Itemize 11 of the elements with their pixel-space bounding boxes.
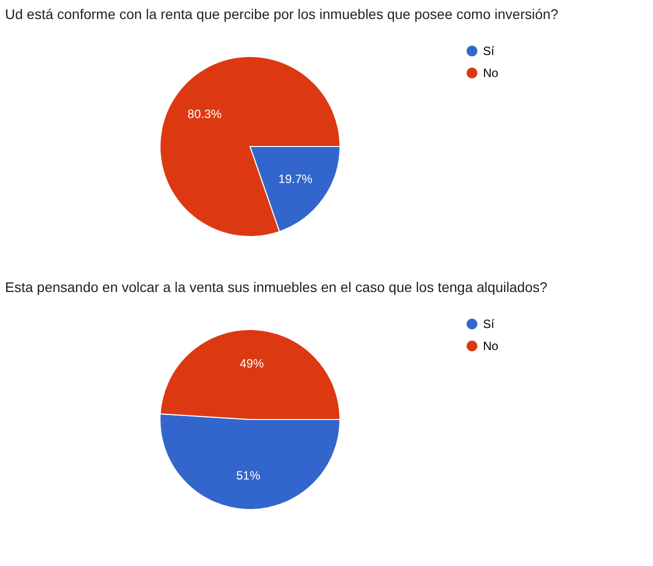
- data-label: 80.3%: [188, 107, 222, 122]
- pie-slice: [160, 56, 340, 237]
- chart-title: Ud está conforme con la renta que percibe por los inmuebles que posee como inversión?: [5, 6, 559, 22]
- legend-label: Sí: [483, 317, 496, 331]
- data-label: 19.7%: [278, 172, 313, 186]
- data-label: 51%: [236, 468, 261, 482]
- legend-label: No: [483, 339, 499, 353]
- legend-label: No: [483, 66, 499, 80]
- legend-label: Sí: [483, 44, 496, 58]
- data-label: 49%: [240, 356, 264, 371]
- chart-title: Esta pensando en volcar a la venta sus inmuebles en el caso que los tenga alquilados?: [5, 279, 548, 295]
